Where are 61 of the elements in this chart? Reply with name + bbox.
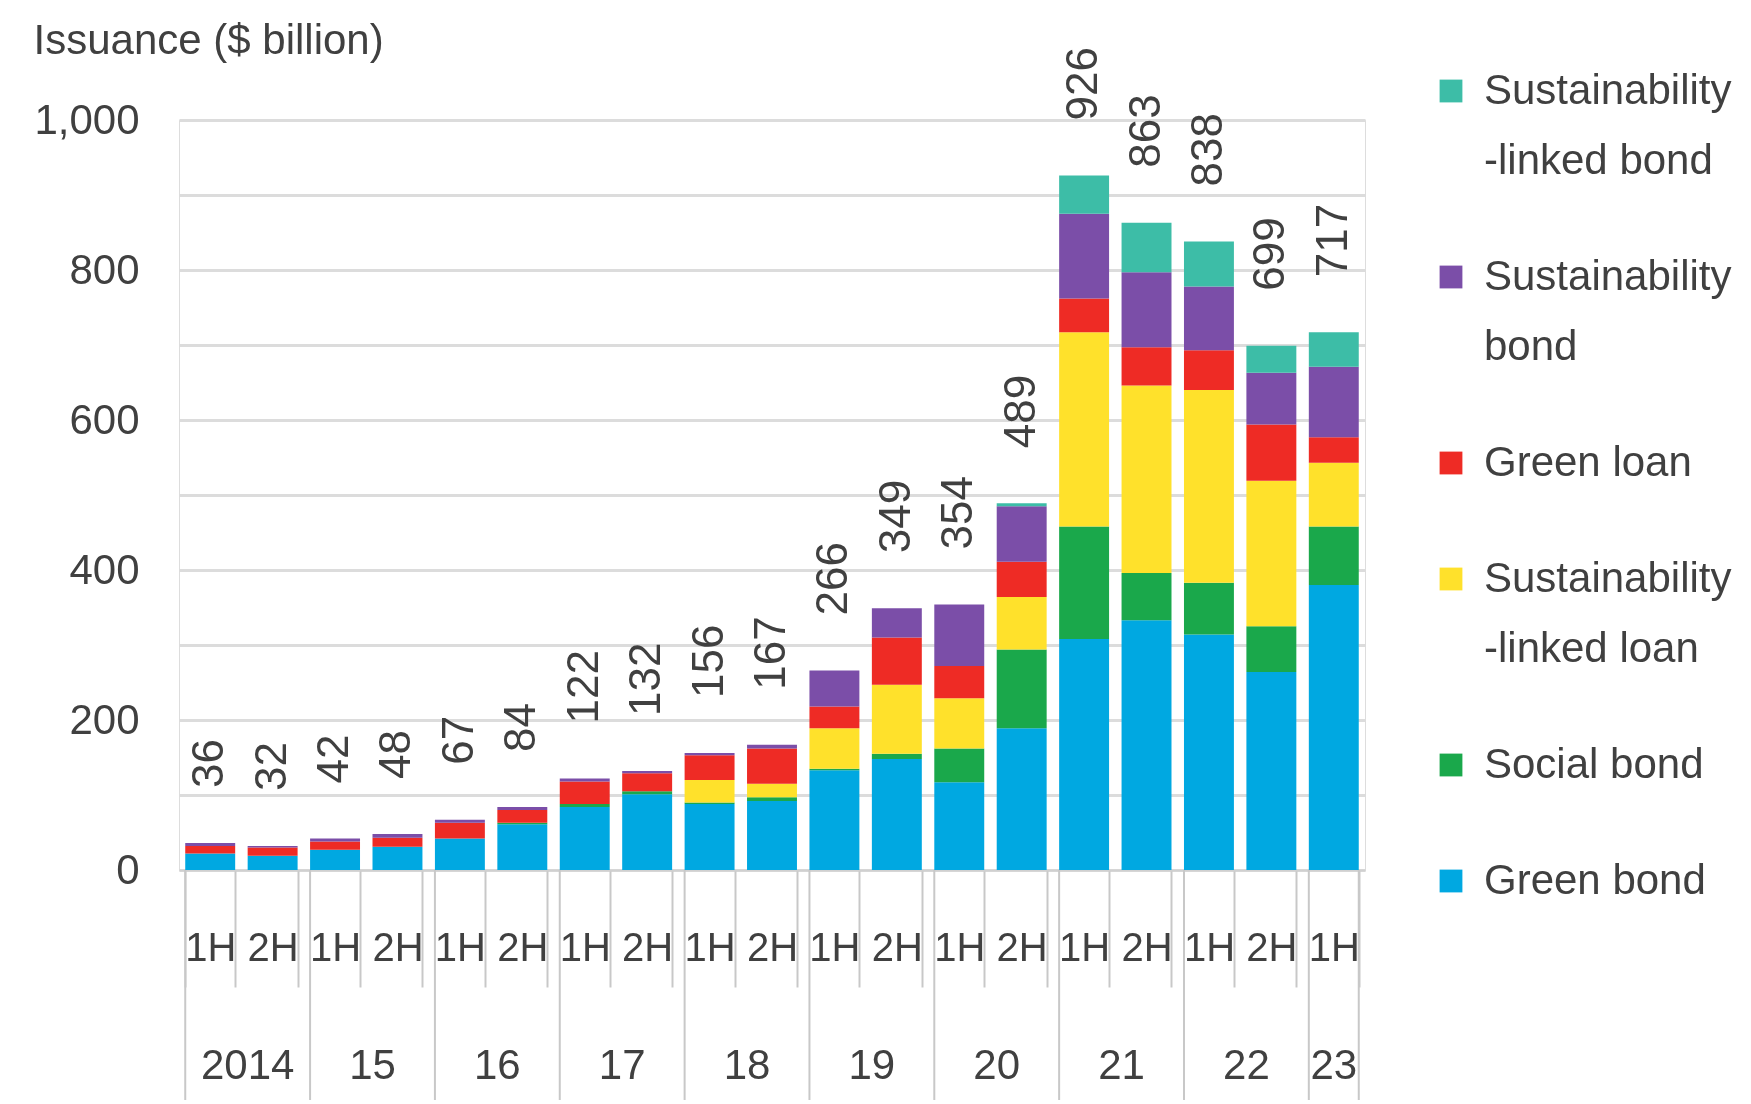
x-tick-label: 2H bbox=[1246, 924, 1298, 969]
total-label: 42 bbox=[308, 734, 358, 784]
total-label: 354 bbox=[932, 476, 982, 550]
x-tick-label: 1H bbox=[1059, 924, 1111, 969]
total-label: 489 bbox=[994, 374, 1044, 449]
total-label: 32 bbox=[245, 742, 295, 791]
y-tick-label: 1,000 bbox=[34, 95, 140, 143]
text: 19 bbox=[848, 1041, 896, 1088]
x-tick-label: 2H bbox=[996, 924, 1048, 969]
y-tick-label: 200 bbox=[69, 695, 140, 743]
x-tick-label: 1H bbox=[934, 924, 986, 969]
x-tick-label: 1H bbox=[809, 924, 861, 969]
total-label: 67 bbox=[432, 715, 482, 765]
x-tick-label: 2H bbox=[871, 924, 923, 969]
total-label: 167 bbox=[745, 616, 794, 690]
total-label: 156 bbox=[682, 624, 732, 698]
total-label: 122 bbox=[557, 650, 607, 724]
x-tick-label: 1H bbox=[309, 924, 362, 969]
text: 17 bbox=[598, 1041, 646, 1088]
text: 16 bbox=[473, 1041, 521, 1088]
x-tick-label: 2H bbox=[372, 924, 424, 969]
x-tick-label: 1H bbox=[559, 924, 611, 969]
x-tick-label: 2H bbox=[1121, 924, 1173, 969]
x-tick-label: 1H bbox=[434, 924, 486, 969]
text: 22 bbox=[1223, 1041, 1270, 1088]
text: 15 bbox=[349, 1041, 396, 1088]
text: 20 bbox=[973, 1041, 1021, 1088]
text: 2014 bbox=[200, 1041, 295, 1088]
legend-label: Sustainability-linked bond bbox=[1484, 66, 1732, 183]
x-tick-label: 1H bbox=[1308, 924, 1360, 969]
legend-label: Social bond bbox=[1484, 740, 1704, 787]
total-label: 349 bbox=[869, 479, 919, 554]
total-label: 838 bbox=[1181, 113, 1231, 187]
y-axis-title: Issuance ($ billion) bbox=[33, 15, 384, 63]
legend-label: Sustainability bond bbox=[1484, 252, 1732, 369]
legend-label: Green bond bbox=[1484, 856, 1706, 903]
total-label: 863 bbox=[1119, 94, 1169, 168]
total-label: 84 bbox=[495, 703, 545, 752]
text: 23 bbox=[1310, 1041, 1358, 1088]
y-tick-label: 0 bbox=[116, 845, 140, 893]
x-tick-label: 1H bbox=[185, 924, 237, 969]
x-tick-label: 2H bbox=[622, 924, 674, 969]
y-tick-label: 600 bbox=[69, 395, 140, 443]
total-label: 36 bbox=[183, 739, 233, 788]
total-label: 266 bbox=[807, 542, 857, 616]
total-label: 717 bbox=[1306, 203, 1356, 278]
legend-label: Sustainability-linked loan bbox=[1484, 554, 1732, 671]
x-tick-label: 1H bbox=[684, 924, 736, 969]
x-tick-label: 1H bbox=[1183, 924, 1236, 969]
x-tick-label: 2H bbox=[247, 924, 299, 969]
total-label: 926 bbox=[1057, 47, 1107, 121]
x-tick-label: 2H bbox=[746, 924, 799, 969]
legend-label: Green loan bbox=[1484, 438, 1692, 485]
y-tick-label: 800 bbox=[69, 245, 140, 293]
x-tick-label: 2H bbox=[497, 924, 549, 969]
total-label: 699 bbox=[1244, 217, 1294, 291]
text: 21 bbox=[1098, 1041, 1145, 1088]
total-label: 132 bbox=[620, 642, 670, 716]
y-tick-label: 400 bbox=[69, 545, 140, 593]
text: 18 bbox=[723, 1041, 771, 1088]
total-label: 48 bbox=[370, 730, 420, 779]
